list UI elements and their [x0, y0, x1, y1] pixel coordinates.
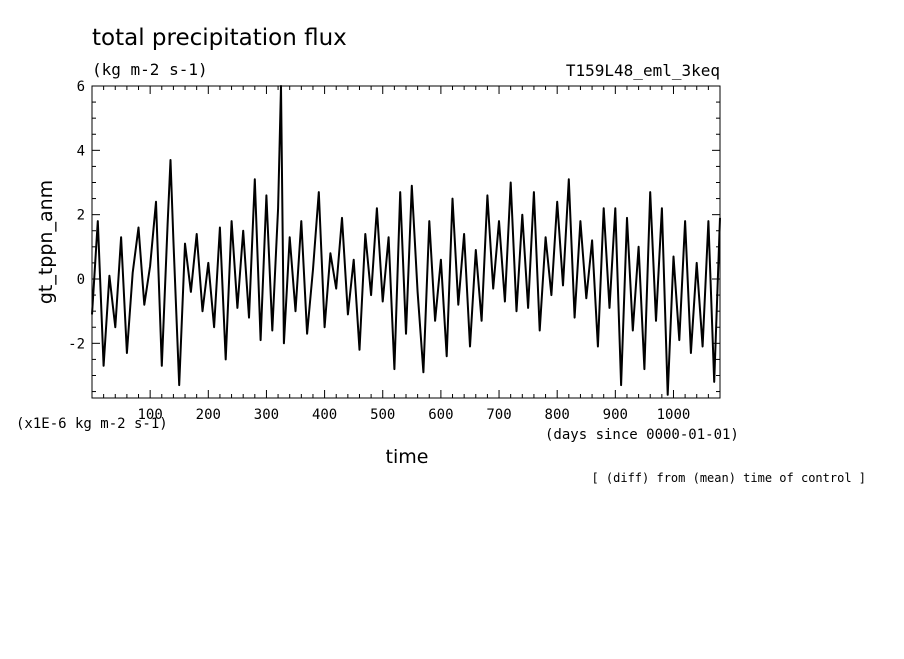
footnote: [ (diff) from (mean) time of control ] [591, 471, 866, 485]
y-tick-label: 4 [77, 143, 85, 159]
x-tick-label: 200 [196, 407, 221, 423]
y-axis-title: gt_tppn_anm [35, 180, 57, 304]
y-tick-label: -2 [68, 336, 85, 352]
x-axis-title: time [386, 446, 429, 468]
x-tick-label: 100 [137, 407, 162, 423]
plot-area: 100 200 300 400 500 600 700 800 900 1000 -2 0 2 4 6 [68, 79, 721, 423]
x-units-label: (days since 0000-01-01) [545, 427, 739, 443]
x-tick-label: 900 [603, 407, 628, 423]
y-tick-label: 0 [77, 272, 85, 288]
y-scale-note: (x1E-6 kg m-2 s-1) [16, 416, 168, 432]
experiment-label: T159L48_eml_3keq [566, 61, 720, 80]
y-tick-label: 2 [77, 208, 85, 224]
series-line [91, 85, 721, 396]
y-tick-label: 6 [77, 79, 85, 95]
x-tick-label: 1000 [657, 407, 691, 423]
x-tick-label: 300 [254, 407, 279, 423]
x-tick-label: 500 [370, 407, 395, 423]
x-tick-label: 600 [428, 407, 453, 423]
chart-title: total precipitation flux [92, 25, 347, 51]
tick-labels-layer: 100 200 300 400 500 600 700 800 900 1000 -2 0 2 4 6 [68, 79, 690, 423]
chart-units: (kg m-2 s-1) [92, 60, 208, 79]
x-tick-label: 700 [486, 407, 511, 423]
x-tick-label: 400 [312, 407, 337, 423]
x-tick-label: 800 [545, 407, 570, 423]
